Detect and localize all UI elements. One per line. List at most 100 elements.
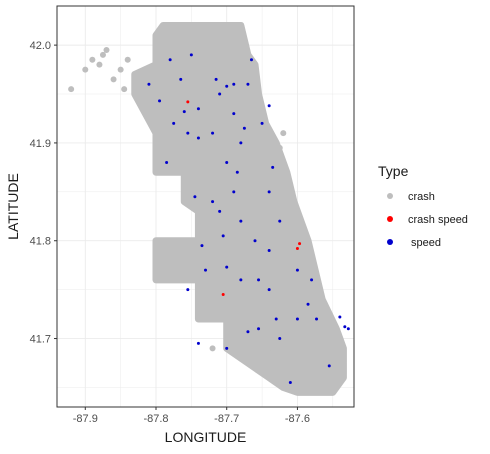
- x-tick-label: -87.9: [73, 413, 98, 425]
- crash-point: [89, 56, 96, 63]
- crash-point: [96, 61, 103, 68]
- crash-point: [294, 379, 301, 386]
- speed-point: [225, 160, 229, 164]
- speed-point: [193, 195, 197, 199]
- crash-speed-point: [221, 293, 225, 297]
- speed-point: [211, 131, 215, 135]
- speed-point: [343, 325, 347, 329]
- x-axis-ticks: -87.9 -87.8 -87.7 -87.6: [73, 407, 310, 425]
- crash-point: [276, 144, 283, 151]
- crash-point: [322, 374, 329, 381]
- speed-point: [310, 278, 314, 282]
- speed-point: [232, 82, 236, 86]
- speed-point: [267, 190, 271, 194]
- speed-point: [295, 317, 299, 321]
- crash-point: [103, 47, 110, 54]
- y-tick-label: 41.7: [30, 334, 51, 346]
- speed-point: [196, 136, 200, 140]
- speed-point: [225, 265, 229, 269]
- crash-point: [262, 359, 269, 366]
- speed-point: [196, 107, 200, 111]
- legend-title: Type: [378, 163, 409, 179]
- speed-point: [257, 327, 261, 331]
- crash-point: [333, 325, 340, 332]
- speed-point: [253, 239, 257, 243]
- legend: Type crash crash speed speed: [378, 163, 468, 249]
- speed-point: [288, 381, 292, 385]
- y-axis-title: LATITUDE: [5, 173, 21, 240]
- speed-point: [278, 337, 282, 341]
- crash-point: [315, 355, 322, 362]
- speed-point: [246, 82, 250, 86]
- legend-items: crash crash speed speed: [387, 191, 468, 249]
- speed-point: [165, 160, 169, 164]
- speed-point: [271, 165, 275, 169]
- crash-point: [223, 340, 230, 347]
- crash-point: [99, 51, 106, 58]
- x-tick-label: -87.6: [285, 413, 310, 425]
- speed-point: [221, 234, 225, 238]
- plot-border: [56, 5, 355, 408]
- y-tick-label: 41.9: [30, 138, 51, 150]
- speed-point: [315, 317, 319, 321]
- speed-point: [267, 104, 271, 108]
- speed-point: [267, 288, 271, 292]
- crash-point: [266, 350, 273, 357]
- y-tick-label: 42.0: [30, 40, 51, 52]
- speed-point: [242, 126, 246, 130]
- crash-point: [209, 345, 216, 352]
- speed-point: [338, 315, 342, 319]
- crash-point: [121, 86, 128, 93]
- speed-point: [225, 84, 229, 88]
- legend-label: crash speed: [408, 214, 468, 226]
- speed-point: [189, 53, 193, 57]
- crash-speed-series: [186, 100, 302, 297]
- crash-point: [329, 335, 336, 342]
- speed-point: [239, 278, 243, 282]
- crash-point: [308, 369, 315, 376]
- speed-point: [168, 58, 172, 62]
- speed-point: [295, 268, 299, 272]
- speed-point: [211, 200, 215, 204]
- crash-speed-point: [295, 247, 299, 251]
- x-tick-label: -87.7: [214, 413, 239, 425]
- speed-point: [232, 190, 236, 194]
- crash-point: [82, 66, 89, 73]
- speed-point: [158, 99, 162, 103]
- crash-speed-point: [298, 242, 302, 246]
- speed-point: [200, 244, 204, 248]
- speed-point: [246, 330, 250, 334]
- y-axis-ticks: 41.7 41.8 41.9 42.0: [30, 40, 57, 346]
- speed-point: [346, 327, 350, 331]
- crash-point: [110, 76, 117, 83]
- speed-point: [225, 346, 229, 350]
- crash-point: [117, 66, 124, 73]
- legend-label: crash: [408, 191, 435, 203]
- crash-speed-point: [186, 100, 190, 104]
- legend-key: [387, 239, 393, 245]
- y-tick-label: 41.8: [30, 236, 51, 248]
- speed-point: [186, 288, 190, 292]
- speed-point: [274, 317, 278, 321]
- crash-series: [68, 22, 347, 396]
- speed-point: [196, 341, 200, 345]
- speed-point: [186, 131, 190, 135]
- x-tick-label: -87.8: [143, 413, 168, 425]
- crash-point: [280, 130, 287, 137]
- speed-point: [204, 268, 207, 272]
- legend-key: [387, 216, 393, 222]
- x-axis-title: LONGITUDE: [165, 429, 247, 445]
- legend-label: speed: [408, 237, 441, 249]
- crash-point: [124, 56, 131, 63]
- crash-point: [68, 86, 75, 93]
- speed-point: [235, 170, 239, 174]
- speed-point: [239, 141, 243, 145]
- crash-point: [322, 345, 329, 352]
- speed-point: [306, 302, 310, 306]
- speed-point: [239, 219, 243, 223]
- speed-point: [260, 121, 264, 125]
- speed-point: [214, 77, 218, 81]
- speed-point: [218, 209, 222, 213]
- legend-key: [387, 193, 393, 199]
